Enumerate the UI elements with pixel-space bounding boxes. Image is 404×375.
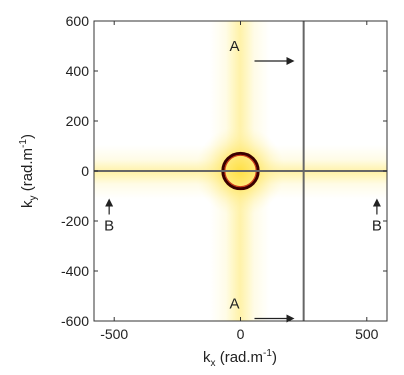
heatmap-layer bbox=[94, 21, 387, 321]
annotation-arrow-head bbox=[286, 57, 295, 65]
y-tick-label: 600 bbox=[66, 13, 90, 29]
annotation-arrow-head bbox=[372, 198, 381, 207]
annotation-label: A bbox=[229, 296, 239, 313]
x-tick-label: 0 bbox=[237, 326, 245, 342]
annotation-label: B bbox=[372, 218, 382, 235]
x-tick-label: 500 bbox=[355, 326, 379, 342]
y-tick-label: 400 bbox=[66, 63, 90, 79]
y-tick-label: -200 bbox=[61, 213, 89, 229]
annotation-label: A bbox=[229, 38, 239, 55]
y-tick-label: -600 bbox=[61, 313, 89, 329]
annotation-label: B bbox=[104, 218, 114, 235]
y-tick-label: -400 bbox=[61, 263, 89, 279]
annotation-arrow-head bbox=[105, 198, 114, 207]
annotation-B: B bbox=[104, 198, 114, 235]
y-tick-label: 0 bbox=[81, 163, 89, 179]
axis-ticks: -500 0 500 600 400 200 0 -200 -400 -600 bbox=[61, 13, 387, 342]
annotation-B: B bbox=[372, 198, 382, 235]
annotation-A: A bbox=[229, 38, 295, 65]
y-tick-label: 200 bbox=[66, 113, 90, 129]
x-tick-label: -500 bbox=[100, 326, 128, 342]
annotation-A: A bbox=[229, 296, 295, 323]
x-axis-label: kx (rad.m-1) bbox=[203, 348, 277, 369]
annotations: A A B B bbox=[104, 38, 382, 323]
y-axis-label: ky (rad.m-1) bbox=[18, 134, 39, 208]
annotation-arrow-head bbox=[286, 314, 295, 323]
